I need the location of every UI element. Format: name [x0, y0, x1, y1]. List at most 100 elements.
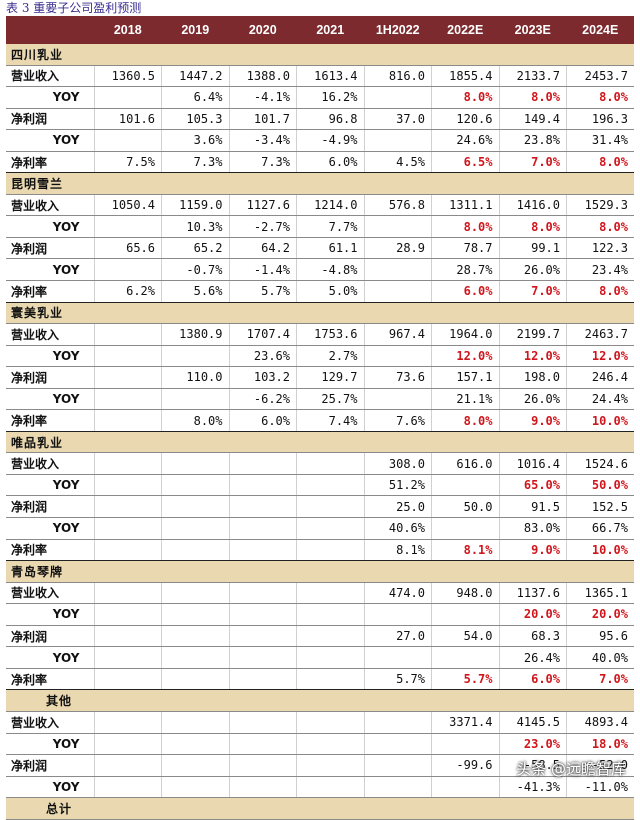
value-cell: [161, 733, 229, 756]
row-label: YOY: [6, 388, 94, 411]
value-cell: 68.3: [498, 625, 567, 648]
value-cell: 5.7%: [363, 668, 432, 691]
value-cell: 6.0%: [498, 668, 567, 691]
value-cell: [161, 474, 229, 497]
value-cell: 20.0%: [498, 603, 567, 626]
value-cell: [93, 409, 162, 432]
section-label: 四川乳业: [6, 44, 634, 66]
header-cell: 2020: [229, 16, 297, 44]
value-cell: [431, 776, 499, 799]
value-cell: 2.7%: [296, 345, 364, 368]
value-cell: [228, 711, 297, 734]
value-cell: 7.0%: [498, 151, 567, 174]
value-cell: [296, 495, 364, 519]
value-cell: 5.7%: [431, 668, 499, 691]
value-cell: 103.2: [228, 366, 297, 389]
value-cell: 105.3: [161, 108, 229, 131]
value-cell: [363, 603, 432, 626]
data-row: 净利润 65.6 65.2 64.2 61.1 28.9 78.7 99.1 122.3: [6, 237, 634, 260]
value-cell: -41.3%: [498, 776, 567, 799]
value-cell: [228, 625, 297, 648]
row-label: 净利润: [6, 625, 94, 648]
section-row: 其他: [6, 689, 634, 712]
value-cell: 8.0%: [161, 409, 229, 432]
value-cell: [228, 733, 297, 756]
value-cell: 7.5%: [93, 151, 162, 174]
value-cell: [161, 582, 229, 605]
margin-row: 净利率 5.7% 5.7% 6.0% 7.0%: [6, 668, 634, 691]
value-cell: [363, 258, 432, 282]
value-cell: 1388.0: [228, 65, 297, 88]
row-label: YOY: [6, 129, 94, 152]
value-cell: [161, 495, 229, 519]
yoy-row: YOY 26.4% 40.0%: [6, 646, 634, 669]
value-cell: 61.1: [296, 237, 364, 260]
value-cell: 28.9: [363, 237, 432, 260]
value-cell: 7.4%: [296, 409, 364, 432]
value-cell: 9.0%: [498, 539, 567, 562]
value-cell: 6.2%: [93, 280, 162, 303]
section-label: 青岛琴牌: [6, 560, 634, 583]
data-row: 净利润 101.6 105.3 101.7 96.8 37.0 120.6 149.4 196.…: [6, 108, 634, 131]
row-label: 净利率: [6, 409, 94, 432]
value-cell: [161, 517, 229, 540]
value-cell: [296, 776, 364, 799]
value-cell: [228, 452, 297, 475]
yoy-row: YOY 3.6% -3.4% -4.9% 24.6% 23.8% 31.4%: [6, 129, 634, 152]
value-cell: 149.4: [498, 108, 567, 131]
value-cell: 2463.7: [566, 323, 634, 346]
value-cell: 198.0: [498, 366, 567, 389]
row-label: 净利率: [6, 668, 94, 691]
value-cell: [161, 754, 229, 777]
section-row: 总计: [6, 797, 634, 820]
section-label: 昆明雪兰: [6, 172, 634, 195]
yoy-row: YOY 6.4% -4.1% 16.2% 8.0% 8.0% 8.0%: [6, 86, 634, 109]
value-cell: [363, 776, 432, 799]
value-cell: 20.0%: [566, 603, 634, 626]
value-cell: 8.0%: [498, 86, 567, 109]
value-cell: 308.0: [363, 452, 432, 475]
value-cell: 16.2%: [296, 86, 364, 109]
value-cell: [161, 776, 229, 799]
data-row: 营业收入 308.0 616.0 1016.4 1524.6: [6, 452, 634, 475]
header-cell: 2018: [94, 16, 162, 44]
value-cell: 7.0%: [498, 280, 567, 303]
value-cell: -3.4%: [228, 129, 297, 152]
value-cell: 129.7: [296, 366, 364, 389]
yoy-row: YOY -6.2% 25.7% 21.1% 26.0% 24.4%: [6, 388, 634, 411]
value-cell: 8.0%: [431, 86, 499, 109]
value-cell: 6.4%: [161, 86, 229, 109]
value-cell: 10.0%: [566, 409, 634, 432]
value-cell: 26.4%: [498, 646, 567, 669]
row-label: 营业收入: [6, 323, 94, 346]
value-cell: [228, 668, 297, 691]
value-cell: 23.4%: [566, 258, 634, 282]
value-cell: [161, 603, 229, 626]
value-cell: [161, 711, 229, 734]
value-cell: 99.1: [498, 237, 567, 260]
profit-forecast-table: 2018 2019 2020 2021 1H2022 2022E 2023E 2…: [6, 16, 634, 820]
margin-row: 净利率 7.5% 7.3% 7.3% 6.0% 4.5% 6.5% 7.0% 8.0%: [6, 151, 634, 174]
value-cell: [296, 711, 364, 734]
row-label: 净利率: [6, 539, 94, 562]
value-cell: -4.1%: [228, 86, 297, 109]
row-label: YOY: [6, 733, 94, 756]
section-row: 唯品乳业: [6, 431, 634, 454]
row-label: YOY: [6, 258, 94, 282]
value-cell: [296, 582, 364, 605]
data-row: 营业收入 1380.9 1707.4 1753.6 967.4 1964.0 2199.7 2…: [6, 323, 634, 346]
value-cell: [93, 388, 162, 411]
value-cell: 120.6: [431, 108, 499, 131]
value-cell: -0.7%: [161, 258, 229, 282]
yoy-row: YOY 20.0% 20.0%: [6, 603, 634, 626]
value-cell: [93, 258, 162, 282]
margin-row: 净利率 8.0% 6.0% 7.4% 7.6% 8.0% 9.0% 10.0%: [6, 409, 634, 432]
value-cell: 2133.7: [498, 65, 567, 88]
value-cell: [161, 345, 229, 368]
value-cell: [431, 474, 499, 497]
value-cell: [296, 733, 364, 756]
value-cell: [296, 625, 364, 648]
value-cell: 474.0: [363, 582, 432, 605]
value-cell: [93, 754, 162, 777]
value-cell: [93, 323, 162, 346]
